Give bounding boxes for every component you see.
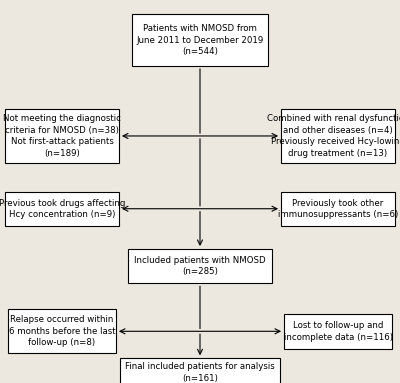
Text: Not meeting the diagnostic
criteria for NMOSD (n=38)
Not first-attack patients
(: Not meeting the diagnostic criteria for … bbox=[3, 114, 121, 158]
Text: Patients with NMOSD from
June 2011 to December 2019
(n=544): Patients with NMOSD from June 2011 to De… bbox=[136, 24, 264, 56]
Text: Previous took drugs affecting
Hcy concentration (n=9): Previous took drugs affecting Hcy concen… bbox=[0, 198, 125, 219]
FancyBboxPatch shape bbox=[120, 358, 280, 383]
Text: Included patients with NMOSD
(n=285): Included patients with NMOSD (n=285) bbox=[134, 256, 266, 277]
Text: Final included patients for analysis
(n=161): Final included patients for analysis (n=… bbox=[125, 362, 275, 383]
FancyBboxPatch shape bbox=[5, 109, 119, 163]
FancyBboxPatch shape bbox=[284, 314, 392, 349]
Text: Relapse occurred within
6 months before the last
follow-up (n=8): Relapse occurred within 6 months before … bbox=[9, 315, 115, 347]
FancyBboxPatch shape bbox=[132, 14, 268, 66]
Text: Previously took other
immunosuppressants (n=6): Previously took other immunosuppressants… bbox=[278, 198, 398, 219]
FancyBboxPatch shape bbox=[5, 192, 119, 226]
FancyBboxPatch shape bbox=[8, 309, 116, 353]
Text: Lost to follow-up and
incomplete data (n=116): Lost to follow-up and incomplete data (n… bbox=[284, 321, 392, 342]
FancyBboxPatch shape bbox=[281, 109, 395, 163]
FancyBboxPatch shape bbox=[281, 192, 395, 226]
FancyBboxPatch shape bbox=[128, 249, 272, 283]
Text: Combined with renal dysfunction
and other diseases (n=4)
Previously received Hcy: Combined with renal dysfunction and othe… bbox=[267, 114, 400, 158]
